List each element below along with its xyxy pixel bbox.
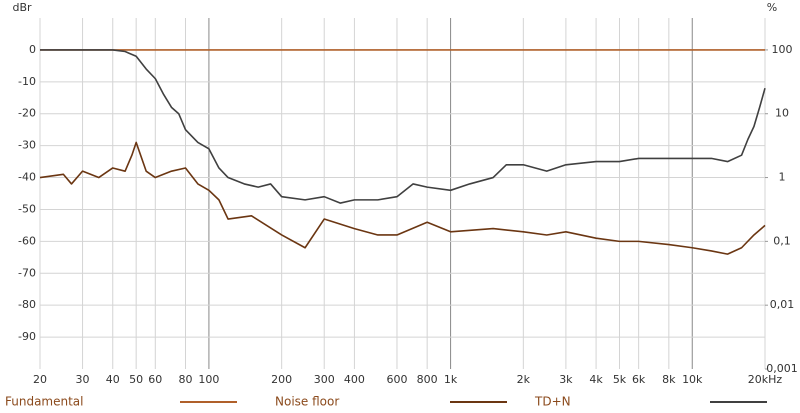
- y-tick-label: 0: [29, 43, 36, 56]
- y2-tick-label: 0,01: [770, 298, 795, 311]
- legend-label: Fundamental: [5, 395, 84, 409]
- y2-tick-label: 1: [779, 171, 786, 184]
- y-tick-label: -10: [18, 75, 36, 88]
- y2-unit: %: [767, 1, 777, 14]
- x-tick-label: 50: [129, 373, 143, 386]
- x-tick-label: 6k: [632, 373, 646, 386]
- y2-tick-label: 0,1: [773, 234, 791, 247]
- y-tick-label: -90: [18, 330, 36, 343]
- y-tick-label: -40: [18, 171, 36, 184]
- y-unit: dBr: [12, 1, 32, 14]
- x-tick-label: 1k: [444, 373, 458, 386]
- y-tick-label: -60: [18, 234, 36, 247]
- x-tick-label: 4k: [589, 373, 603, 386]
- x-tick-label: 400: [344, 373, 365, 386]
- y2-tick-label: 0,001: [766, 362, 798, 375]
- legend-label: Noise floor: [275, 395, 339, 409]
- y-tick-label: -80: [18, 298, 36, 311]
- x-tick-label: 30: [76, 373, 90, 386]
- x-tick-label: 5k: [613, 373, 627, 386]
- x-tick-label: 20kHz: [748, 373, 783, 386]
- y2-tick-label: 100: [772, 43, 793, 56]
- x-tick-label: 8k: [662, 373, 676, 386]
- x-tick-label: 20: [33, 373, 47, 386]
- series-line: [39, 141, 766, 255]
- x-tick-label: 80: [178, 373, 192, 386]
- x-tick-label: 2k: [517, 373, 531, 386]
- x-tick-label: 300: [314, 373, 335, 386]
- y-tick-label: -30: [18, 139, 36, 152]
- x-tick-label: 10k: [682, 373, 703, 386]
- x-tick-label: 40: [106, 373, 120, 386]
- legend-label: TD+N: [534, 395, 571, 409]
- y-tick-label: -20: [18, 107, 36, 120]
- x-tick-label: 3k: [559, 373, 573, 386]
- y-tick-label: -70: [18, 266, 36, 279]
- x-tick-label: 200: [271, 373, 292, 386]
- x-tick-label: 100: [198, 373, 219, 386]
- x-tick-label: 600: [386, 373, 407, 386]
- x-tick-label: 60: [148, 373, 162, 386]
- y2-tick-label: 10: [775, 107, 789, 120]
- y-tick-label: -50: [18, 202, 36, 215]
- series-line: [40, 49, 766, 204]
- x-tick-label: 800: [417, 373, 438, 386]
